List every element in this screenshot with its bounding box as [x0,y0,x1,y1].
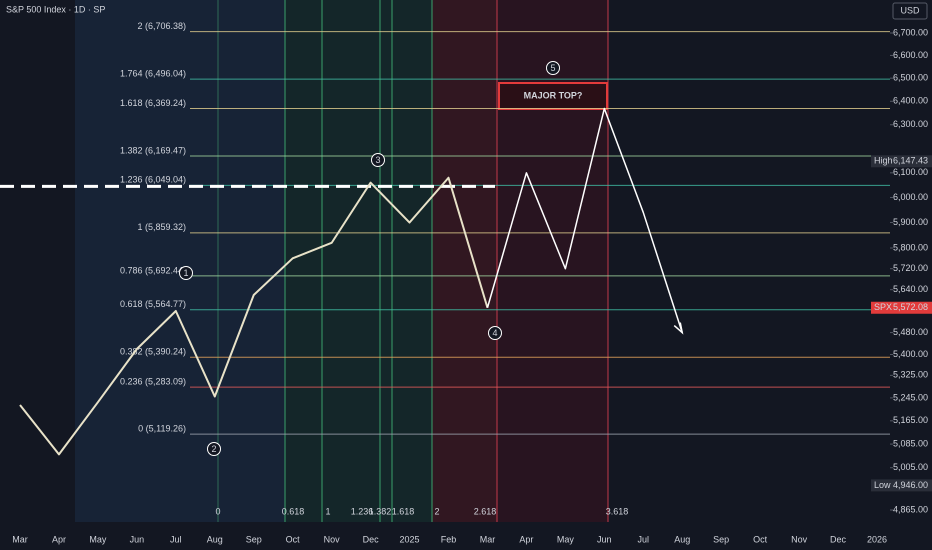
y-tick-label: 5,640.00 [893,284,928,294]
fib-label: 1.382 (6,169.47) [120,145,186,155]
fib-label: 1.236 (6,049.04) [120,175,186,185]
x-tick-label: Aug [207,534,223,544]
time-fib-label: 1 [325,506,330,516]
y-tick-label: 5,400.00 [893,349,928,359]
zone [75,0,285,522]
x-tick-label: Dec [363,534,380,544]
wave-label: 1 [183,268,188,278]
price-marker-value: 6,147.43 [893,156,928,166]
x-tick-label: Nov [791,534,808,544]
time-fib-label: 0 [215,506,220,516]
fib-label: 0.618 (5,564.77) [120,299,186,309]
y-tick-label: 4,865.00 [893,504,928,514]
fib-label: 2 (6,706.38) [137,21,186,31]
zone [432,0,497,522]
wave-circle [179,266,193,280]
y-tick-label: 6,000.00 [893,192,928,202]
annotation: MAJOR TOP? [524,90,583,100]
y-tick-label: 5,720.00 [893,263,928,273]
y-tick-label: 6,100.00 [893,167,928,177]
x-tick-label: 2026 [867,534,887,544]
fib-label: 0 (5,119.26) [138,423,186,433]
time-fib-label: 1.236 [351,506,374,516]
x-tick-label: Oct [753,534,768,544]
price-axis [890,0,932,550]
fib-label: 1.618 (6,369.24) [120,98,186,108]
price-marker-name: SPX [874,302,892,312]
x-tick-label: Feb [441,534,457,544]
x-tick-label: Jul [638,534,650,544]
x-tick-label: Nov [324,534,341,544]
time-fib-label: 2.618 [474,506,497,516]
wave-circle [546,61,560,75]
time-axis [0,522,932,550]
x-tick-label: Sep [713,534,729,544]
price-marker [871,155,932,168]
time-fib-label: 3.618 [606,506,629,516]
x-tick-label: Mar [12,534,28,544]
x-tick-label: Jun [597,534,612,544]
series-line [19,176,489,456]
y-tick-label: 5,800.00 [893,242,928,252]
fib-label: 0.382 (5,390.24) [120,347,186,357]
price-marker-value: 4,946.00 [893,480,928,490]
arrow-head [673,322,684,335]
wave-label: 2 [211,444,216,454]
x-tick-label: Aug [674,534,690,544]
y-tick-label: 6,500.00 [893,73,928,83]
annotation-box [498,82,608,110]
wave-label: 4 [492,328,497,338]
y-tick-label: 5,900.00 [893,217,928,227]
y-tick-label: 5,005.00 [893,462,928,472]
wave-label: 5 [550,63,555,73]
currency[interactable]: USD [900,5,920,15]
x-tick-label: Jul [170,534,182,544]
x-tick-label: Oct [286,534,301,544]
x-tick-label: Sep [246,534,262,544]
fib-label: 0.786 (5,692.44) [120,265,186,275]
x-tick-label: Jun [130,534,145,544]
x-tick-label: Apr [519,534,533,544]
x-tick-label: Apr [52,534,66,544]
y-tick-label: 5,165.00 [893,415,928,425]
x-tick-label: May [557,534,575,544]
price-marker-value: 5,572.08 [893,302,928,312]
price-marker-name: High [874,156,893,166]
x-tick-label: Dec [830,534,847,544]
y-tick-label: 6,400.00 [893,96,928,106]
fib-label: 0.236 (5,283.09) [120,376,186,386]
fib-label: 1 (5,859.32) [137,222,186,232]
wave-label: 3 [375,155,380,165]
time-fib-label: 0.618 [282,506,305,516]
y-tick-label: 5,085.00 [893,438,928,448]
x-tick-label: May [89,534,107,544]
time-fib-label: 1.618 [392,506,415,516]
y-tick-label: 5,480.00 [893,327,928,337]
y-tick-label: 6,700.00 [893,27,928,37]
price-marker [871,479,932,492]
wave-circle [207,442,221,456]
currency-box[interactable] [892,2,928,20]
time-fib-label: 1.382 [369,506,392,516]
chart-title: S&P 500 Index · 1D · SP [6,4,105,14]
y-tick-label: 5,245.00 [893,392,928,402]
wave-circle [488,326,502,340]
wave-circle [371,153,385,167]
price-marker [871,301,932,314]
zone [285,0,432,522]
y-tick-label: 6,600.00 [893,50,928,60]
series-line [486,107,683,333]
x-tick-label: 2025 [400,534,420,544]
zone [497,0,608,522]
x-tick-label: Mar [480,534,496,544]
fib-label: 1.764 (6,496.04) [120,68,186,78]
price-marker-name: Low [874,480,891,490]
y-tick-label: 5,325.00 [893,370,928,380]
time-fib-label: 2 [434,506,439,516]
y-tick-label: 6,300.00 [893,119,928,129]
